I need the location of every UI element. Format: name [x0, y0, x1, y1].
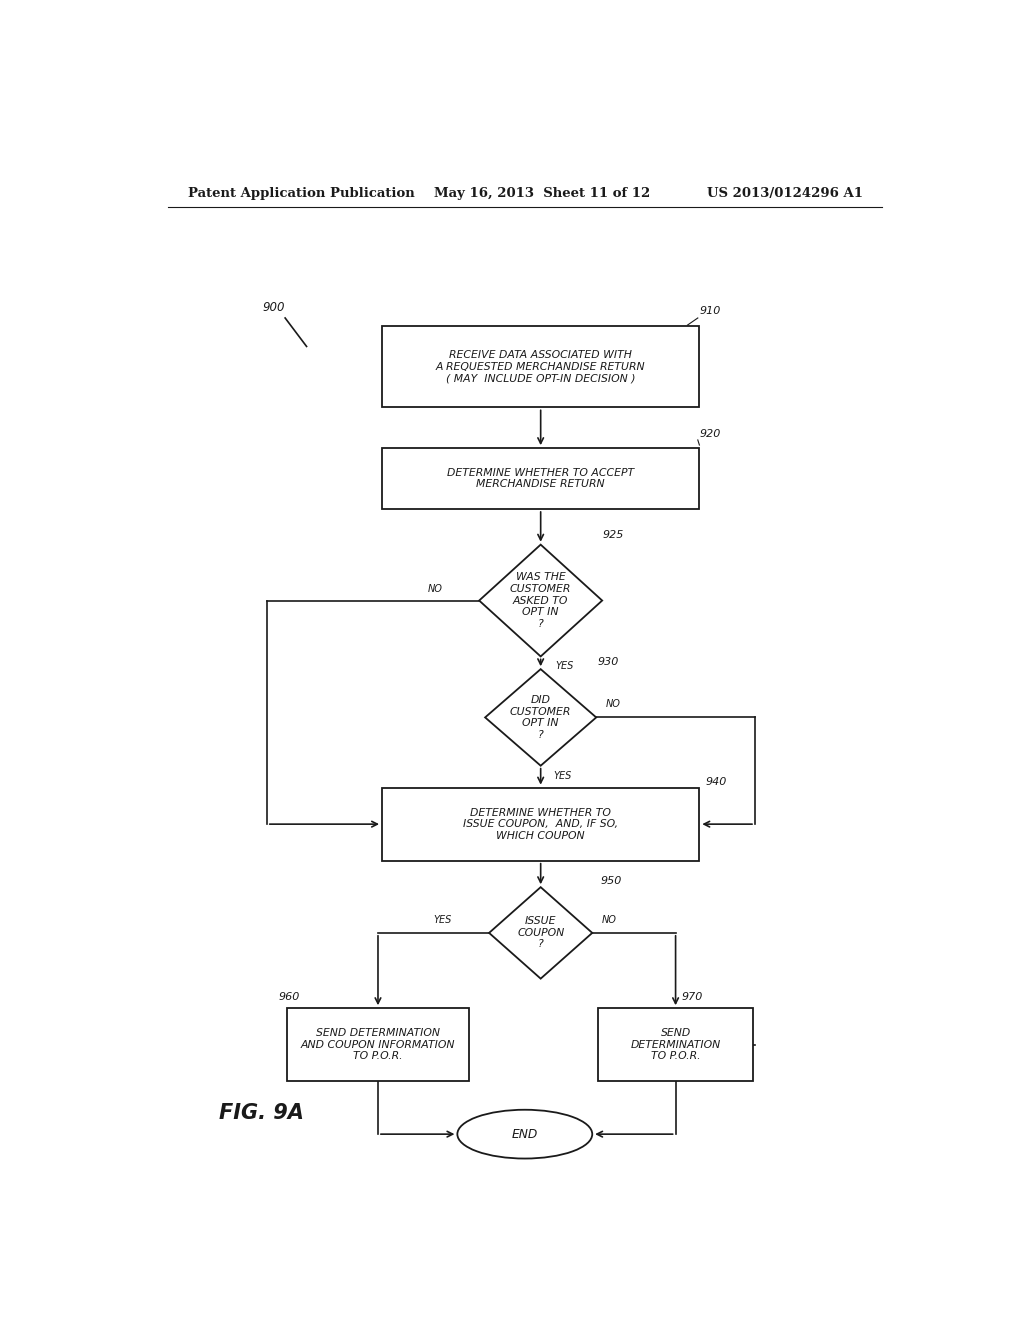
Text: US 2013/0124296 A1: US 2013/0124296 A1 [708, 187, 863, 201]
Text: 925: 925 [602, 529, 624, 540]
Text: DETERMINE WHETHER TO ACCEPT
MERCHANDISE RETURN: DETERMINE WHETHER TO ACCEPT MERCHANDISE … [447, 467, 634, 490]
FancyBboxPatch shape [382, 326, 699, 408]
Text: Patent Application Publication: Patent Application Publication [187, 187, 415, 201]
Text: DID
CUSTOMER
OPT IN
?: DID CUSTOMER OPT IN ? [510, 696, 571, 739]
Text: SEND
DETERMINATION
TO P.O.R.: SEND DETERMINATION TO P.O.R. [631, 1028, 721, 1061]
Text: YES: YES [555, 660, 573, 671]
Text: 970: 970 [681, 993, 702, 1002]
Text: NO: NO [602, 915, 616, 925]
Text: 910: 910 [699, 306, 721, 315]
FancyBboxPatch shape [287, 1008, 469, 1081]
Polygon shape [479, 545, 602, 656]
Text: FIG. 9A: FIG. 9A [219, 1104, 304, 1123]
Text: NO: NO [606, 700, 621, 709]
Text: 900: 900 [263, 301, 286, 314]
Text: 940: 940 [706, 776, 727, 787]
Text: SEND DETERMINATION
AND COUPON INFORMATION
TO P.O.R.: SEND DETERMINATION AND COUPON INFORMATIO… [301, 1028, 456, 1061]
Text: 950: 950 [601, 876, 623, 886]
Text: DETERMINE WHETHER TO
ISSUE COUPON,  AND, IF SO,
WHICH COUPON: DETERMINE WHETHER TO ISSUE COUPON, AND, … [463, 808, 618, 841]
FancyBboxPatch shape [598, 1008, 753, 1081]
Text: NO: NO [428, 585, 442, 594]
FancyBboxPatch shape [382, 788, 699, 861]
Polygon shape [485, 669, 596, 766]
Ellipse shape [458, 1110, 592, 1159]
Text: YES: YES [433, 915, 452, 925]
Text: 960: 960 [279, 993, 300, 1002]
Text: May 16, 2013  Sheet 11 of 12: May 16, 2013 Sheet 11 of 12 [433, 187, 650, 201]
Text: 920: 920 [699, 429, 721, 440]
Polygon shape [489, 887, 592, 978]
Text: YES: YES [553, 771, 571, 781]
Text: ISSUE
COUPON
?: ISSUE COUPON ? [517, 916, 564, 949]
Text: RECEIVE DATA ASSOCIATED WITH
A REQUESTED MERCHANDISE RETURN
( MAY  INCLUDE OPT-I: RECEIVE DATA ASSOCIATED WITH A REQUESTED… [436, 350, 645, 383]
Text: END: END [512, 1127, 538, 1140]
Text: 930: 930 [598, 656, 620, 667]
FancyBboxPatch shape [382, 447, 699, 510]
Text: WAS THE
CUSTOMER
ASKED TO
OPT IN
?: WAS THE CUSTOMER ASKED TO OPT IN ? [510, 573, 571, 628]
